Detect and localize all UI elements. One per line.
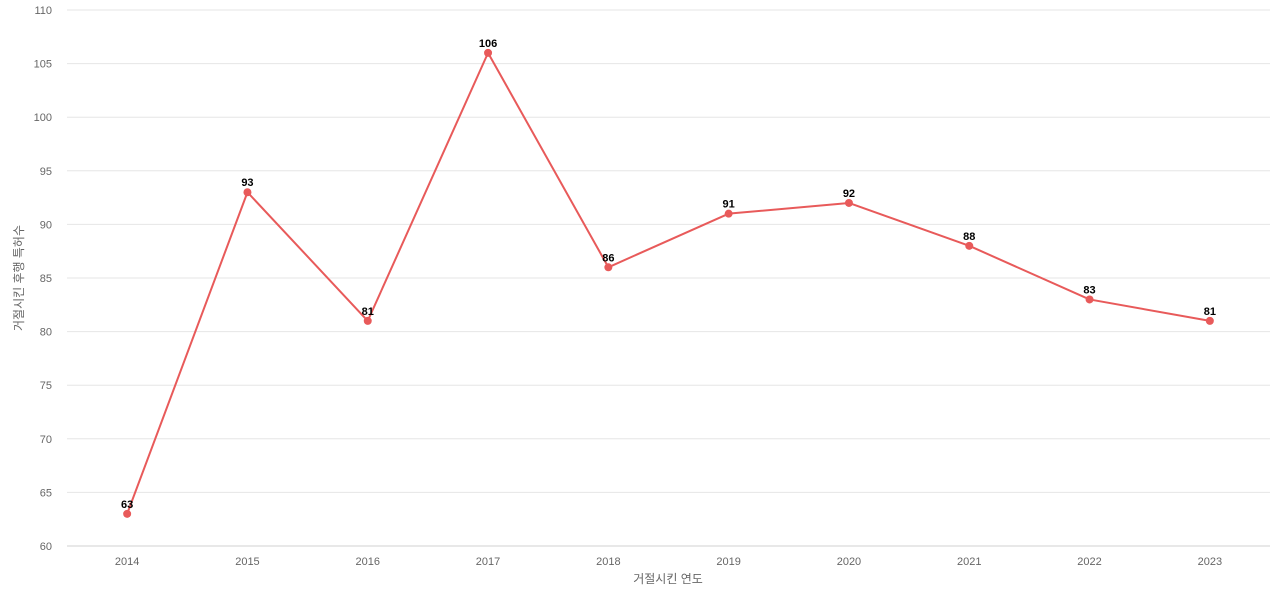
grid-lines	[67, 9, 1270, 547]
x-tick-label: 2023	[1198, 556, 1222, 568]
data-point-2017	[484, 48, 493, 57]
y-tick-label: 100	[34, 112, 52, 124]
x-tick-label: 2015	[235, 556, 259, 568]
x-tick-label: 2020	[837, 556, 861, 568]
data-point-2020	[844, 198, 853, 207]
x-tick-label: 2018	[596, 556, 620, 568]
data-label-2017: 106	[479, 38, 497, 50]
data-label-2023: 81	[1204, 306, 1216, 318]
y-tick-label: 65	[40, 487, 52, 499]
data-point-2021	[965, 241, 974, 250]
data-point-2014	[123, 509, 132, 518]
data-label-2018: 86	[602, 252, 614, 264]
y-tick-label: 75	[40, 380, 52, 392]
x-tick-label: 2014	[115, 556, 139, 568]
x-tick-label: 2016	[356, 556, 380, 568]
y-tick-label: 110	[34, 5, 52, 17]
x-tick-label: 2019	[716, 556, 740, 568]
y-tick-label: 85	[40, 273, 52, 285]
data-label-2016: 81	[362, 306, 374, 318]
x-tick-label: 2017	[476, 556, 500, 568]
data-label-2021: 88	[963, 231, 975, 243]
data-labels: 63 93 81 106 86 91 92 88 83 81	[121, 38, 1216, 511]
data-label-2015: 93	[241, 177, 253, 189]
data-point-2023	[1205, 316, 1214, 325]
data-point-2018	[604, 263, 613, 272]
data-label-2014: 63	[121, 499, 133, 511]
series-layer	[123, 48, 1214, 518]
y-tick-label: 95	[40, 166, 52, 178]
y-tick-label: 80	[40, 327, 52, 339]
y-tick-label: 70	[40, 434, 52, 446]
data-label-2019: 91	[723, 199, 735, 211]
y-tick-label: 60	[40, 541, 52, 553]
data-label-2020: 92	[843, 188, 855, 200]
series-line	[126, 51, 1211, 515]
y-tick-label: 90	[40, 219, 52, 231]
data-point-2016	[363, 316, 372, 325]
x-tick-label: 2022	[1077, 556, 1101, 568]
axes: 60 65 70 75 80 85 90 95 100 105 110 2014 2015 2016 201…	[34, 5, 1222, 568]
x-tick-label: 2021	[957, 556, 981, 568]
data-label-2022: 83	[1083, 284, 1095, 296]
data-point-2015	[243, 188, 252, 197]
data-point-2019	[724, 209, 733, 218]
x-axis-title: 거절시킨 연도	[633, 572, 703, 586]
y-axis-title: 거절시킨 후행 특허수	[11, 225, 26, 331]
data-point-2022	[1085, 295, 1094, 304]
y-tick-label: 105	[34, 59, 52, 71]
